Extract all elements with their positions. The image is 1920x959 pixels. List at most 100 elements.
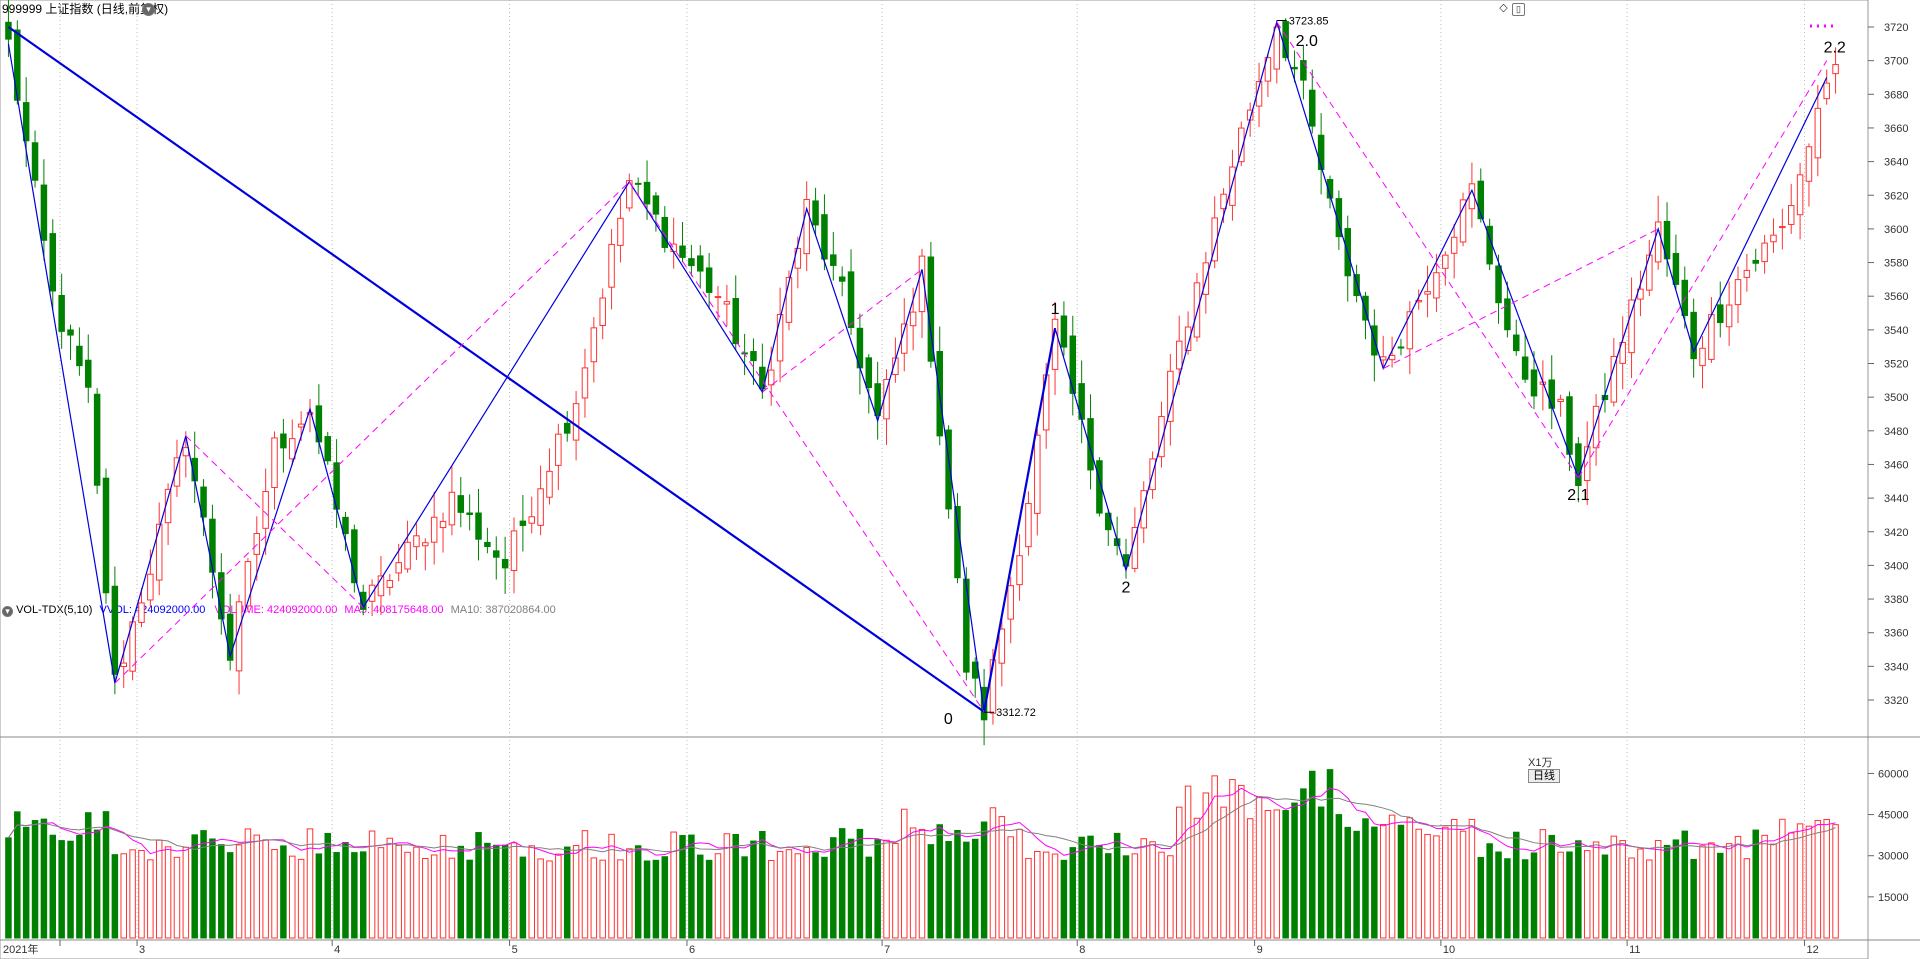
- volume-bar: [723, 833, 731, 939]
- price-axis-label: 3500: [1884, 392, 1908, 404]
- volume-bar: [253, 834, 261, 939]
- candle-body: [147, 573, 154, 601]
- candle-body: [1672, 253, 1680, 285]
- chevron-down-icon[interactable]: ▾: [2, 606, 13, 617]
- volume-bar: [901, 808, 908, 939]
- volume-bar: [306, 828, 314, 939]
- vvol-value: VVOL: 424092000.00: [99, 604, 206, 616]
- volume-bar: [1016, 828, 1023, 939]
- volume-bar: [1601, 854, 1609, 939]
- candle-body: [5, 21, 12, 40]
- magenta-dashed-line: [628, 181, 985, 713]
- candle-body: [1016, 555, 1023, 586]
- wave-label: 2.2: [1824, 40, 1846, 57]
- candle-body: [759, 366, 766, 390]
- volume-bar: [528, 845, 535, 939]
- candle-body: [555, 433, 562, 466]
- volume-bar: [1548, 834, 1555, 939]
- volume-bar: [776, 850, 784, 939]
- price-axis-label: 3660: [1884, 123, 1908, 135]
- candle-body: [998, 628, 1006, 664]
- wave-label: 1: [1051, 301, 1060, 318]
- volume-bar: [1433, 835, 1440, 939]
- volume-bar: [1264, 810, 1272, 939]
- price-axis-label: 3700: [1884, 56, 1908, 68]
- candle-body: [1823, 82, 1830, 100]
- volume-bar: [1823, 818, 1830, 939]
- volume-bar: [1131, 853, 1139, 939]
- volume-bar: [1229, 779, 1236, 939]
- volume-bar: [76, 835, 83, 939]
- volume-bar: [120, 853, 127, 939]
- candle-body: [767, 369, 775, 386]
- candle-body: [1725, 304, 1733, 328]
- volume-bar: [608, 833, 615, 939]
- volume-bar: [1211, 775, 1218, 939]
- volume-bar: [1220, 806, 1227, 939]
- candle-body: [1220, 193, 1227, 210]
- volume-bar: [652, 859, 660, 939]
- candle-body: [519, 520, 527, 526]
- volume-bar: [794, 853, 802, 939]
- candle-body: [280, 433, 287, 449]
- volume-bar: [1557, 851, 1564, 939]
- symbol-name: 上证指数: [45, 2, 94, 16]
- candle-body: [723, 301, 731, 305]
- candle-body: [563, 422, 571, 434]
- volume-bar: [129, 849, 136, 939]
- price-axis-label: 3420: [1884, 527, 1908, 539]
- wave-label: 2.1: [1567, 487, 1589, 504]
- volume-indicator-title[interactable]: VOL-TDX(5,10): [16, 604, 93, 616]
- candle-body: [413, 535, 420, 548]
- price-axis-label: 3720: [1884, 22, 1908, 34]
- candle-body: [422, 542, 429, 547]
- volume-bar: [297, 858, 305, 939]
- volume-bar: [847, 838, 855, 939]
- volume-bar: [865, 856, 873, 939]
- candle-body: [466, 512, 473, 515]
- candle-body: [484, 541, 491, 548]
- volume-bar: [1424, 833, 1431, 939]
- volume-bar: [1379, 823, 1387, 939]
- candle-body: [1787, 205, 1795, 225]
- volume-bar: [1539, 829, 1547, 939]
- candle-body: [1557, 398, 1564, 403]
- candle-body: [1770, 234, 1777, 243]
- volume-bar: [1238, 784, 1245, 939]
- chevron-down-icon[interactable]: ▾: [142, 3, 155, 16]
- volume-bar: [1663, 844, 1671, 939]
- volume-bar: [1646, 859, 1653, 939]
- volume-bar: [262, 839, 269, 939]
- candle-body: [688, 258, 695, 267]
- x-axis-label: 4: [334, 944, 340, 956]
- candle-body: [1628, 299, 1635, 354]
- volume-bar: [58, 840, 65, 939]
- volume-bar: [359, 851, 367, 939]
- candle-body: [847, 271, 855, 329]
- volume-bar: [821, 856, 828, 939]
- candle-body: [750, 351, 757, 362]
- candle-body: [1752, 259, 1759, 264]
- volume-bar: [1619, 840, 1626, 939]
- volume-bar: [1725, 843, 1733, 939]
- volume-bar: [1699, 845, 1706, 939]
- volume-bar: [1060, 859, 1068, 939]
- volume-bar: [519, 856, 527, 939]
- volume-bar: [714, 853, 722, 939]
- candle-body: [1362, 295, 1369, 321]
- candle-body: [386, 579, 394, 588]
- period-button[interactable]: 日线: [1528, 769, 1560, 783]
- panel-toggle-icon[interactable]: ▯: [1512, 3, 1525, 16]
- candle-body: [1530, 369, 1538, 397]
- volume-bar: [705, 859, 713, 939]
- volume-bar: [785, 849, 793, 939]
- volume-bar: [413, 846, 420, 939]
- diamond-icon[interactable]: ◇: [1498, 2, 1509, 14]
- volume-bar: [1406, 817, 1414, 939]
- candle-body: [404, 541, 411, 570]
- candle-body: [528, 516, 535, 524]
- volume-bar: [457, 845, 465, 939]
- volume-bar: [1770, 843, 1777, 939]
- candle-body: [1025, 502, 1032, 548]
